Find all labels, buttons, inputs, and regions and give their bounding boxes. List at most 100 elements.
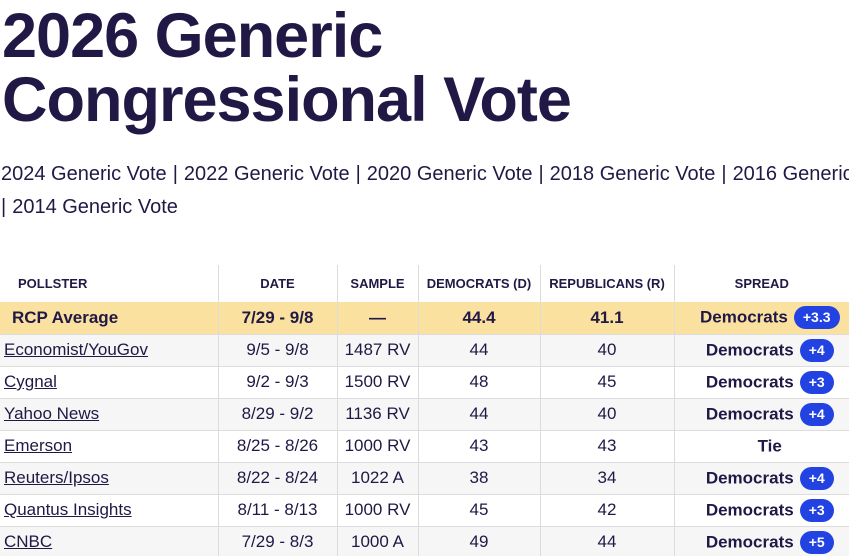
democrats-value: 48 xyxy=(418,366,541,399)
republicans-value: 34 xyxy=(540,462,675,495)
pollster-link[interactable]: Emerson xyxy=(4,436,73,455)
col-header-democrats: DEMOCRATS (D) xyxy=(418,265,541,302)
table-row: Yahoo News 8/29 - 9/2 1136 RV 44 40 Demo… xyxy=(0,398,849,431)
spread-cell: Democrats +4 xyxy=(674,462,849,495)
democrats-value: 38 xyxy=(418,462,541,495)
spread-label: Democrats xyxy=(705,340,794,359)
spread-label: Democrats xyxy=(705,468,794,487)
link-2014-generic-vote[interactable]: 2014 Generic Vote xyxy=(12,196,178,218)
spread-label: Tie xyxy=(757,436,782,456)
pollster-link[interactable]: Yahoo News xyxy=(4,404,100,423)
pollster-cell: CNBC xyxy=(0,526,219,556)
year-links-line1: 2024 Generic Vote | 2022 Generic Vote | 2020… xyxy=(1,158,849,191)
table-row: Quantus Insights 8/11 - 8/13 1000 RV 45 … xyxy=(0,494,849,527)
democrats-value: 45 xyxy=(418,494,541,527)
poll-date: 9/2 - 9/3 xyxy=(218,366,338,399)
spread-badge: +4 xyxy=(799,338,834,362)
spread-badge: +5 xyxy=(799,530,834,554)
poll-date: 9/5 - 9/8 xyxy=(218,334,338,367)
poll-date: 7/29 - 8/3 xyxy=(218,526,338,556)
page-title: 2026 Generic Congressional Vote xyxy=(2,4,849,132)
spread-cell: Tie xyxy=(674,430,849,463)
spread-badge: +4 xyxy=(799,466,834,490)
pollster-link[interactable]: Economist/YouGov xyxy=(4,340,148,359)
pollster-cell: Quantus Insights xyxy=(0,494,219,527)
pollster-cell: Emerson xyxy=(0,430,219,463)
pollster-name: RCP Average xyxy=(0,302,219,335)
spread-cell: Democrats +4 xyxy=(674,334,849,367)
pollster-cell: Economist/YouGov xyxy=(0,334,219,367)
poll-sample: 1000 A xyxy=(337,526,419,556)
democrats-value: 49 xyxy=(418,526,541,556)
separator: | xyxy=(538,163,544,185)
spread-cell: Democrats +3 xyxy=(674,494,849,527)
col-header-pollster: POLLSTER xyxy=(0,265,219,302)
table-row: CNBC 7/29 - 8/3 1000 A 49 44 Democrats +5 xyxy=(0,526,849,556)
table-row: Cygnal 9/2 - 9/3 1500 RV 48 45 Democrats… xyxy=(0,366,849,399)
col-header-date: DATE xyxy=(218,265,338,302)
separator: | xyxy=(1,196,7,218)
poll-sample: 1000 RV xyxy=(337,430,419,463)
link-2022-generic-vote[interactable]: 2022 Generic Vote xyxy=(183,163,350,185)
year-links-nav: 2024 Generic Vote | 2022 Generic Vote | 2020… xyxy=(1,158,849,224)
republicans-value: 45 xyxy=(540,366,675,399)
poll-date: 8/11 - 8/13 xyxy=(218,494,338,527)
spread-cell: Democrats +3 xyxy=(674,366,849,399)
table-row: Emerson 8/25 - 8/26 1000 RV 43 43 Tie xyxy=(0,430,849,463)
republicans-value: 44 xyxy=(540,526,675,556)
link-2020-generic-vote[interactable]: 2020 Generic Vote xyxy=(366,163,533,185)
spread-label: Democrats xyxy=(705,404,794,423)
pollster-link[interactable]: Reuters/Ipsos xyxy=(4,468,109,487)
year-links-line2: | 2014 Generic Vote xyxy=(1,191,849,224)
democrats-value: 44 xyxy=(418,398,541,431)
democrats-value: 43 xyxy=(418,430,541,463)
spread-label: Democrats xyxy=(705,532,794,551)
republicans-value: 40 xyxy=(540,398,675,431)
spread-label: Democrats xyxy=(699,307,788,327)
poll-sample: 1022 A xyxy=(337,462,419,495)
table-header-row: POLLSTER DATE SAMPLE DEMOCRATS (D) REPUB… xyxy=(0,265,849,302)
polls-table: POLLSTER DATE SAMPLE DEMOCRATS (D) REPUB… xyxy=(0,265,849,556)
pollster-cell: Yahoo News xyxy=(0,398,219,431)
pollster-link[interactable]: CNBC xyxy=(4,532,53,551)
pollster-link[interactable]: Quantus Insights xyxy=(4,500,132,519)
poll-sample: 1000 RV xyxy=(337,494,419,527)
rcp-average-row: RCP Average 7/29 - 9/8 — 44.4 41.1 Democ… xyxy=(0,302,849,335)
poll-sample: 1487 RV xyxy=(337,334,419,367)
page-title-line2: Congressional Vote xyxy=(2,65,572,135)
spread-label: Democrats xyxy=(705,500,794,519)
republicans-value: 43 xyxy=(540,430,675,463)
poll-date: 8/25 - 8/26 xyxy=(218,430,338,463)
table-row: Economist/YouGov 9/5 - 9/8 1487 RV 44 40… xyxy=(0,334,849,367)
republicans-value: 42 xyxy=(540,494,675,527)
poll-sample: — xyxy=(337,302,419,335)
pollster-cell: Reuters/Ipsos xyxy=(0,462,219,495)
democrats-value: 44.4 xyxy=(418,302,541,335)
spread-cell: Democrats +3.3 xyxy=(674,302,849,335)
poll-sample: 1136 RV xyxy=(337,398,419,431)
republicans-value: 41.1 xyxy=(540,302,675,335)
col-header-republicans: REPUBLICANS (R) xyxy=(540,265,675,302)
pollster-link[interactable]: Cygnal xyxy=(4,372,57,391)
separator: | xyxy=(721,163,727,185)
poll-sample: 1500 RV xyxy=(337,366,419,399)
table-row: Reuters/Ipsos 8/22 - 8/24 1022 A 38 34 D… xyxy=(0,462,849,495)
separator: | xyxy=(355,163,361,185)
spread-badge: +3.3 xyxy=(793,306,840,330)
pollster-cell: Cygnal xyxy=(0,366,219,399)
col-header-spread: SPREAD xyxy=(734,276,789,291)
spread-badge: +3 xyxy=(799,370,834,394)
page-title-line1: 2026 Generic xyxy=(2,1,383,71)
spread-badge: +3 xyxy=(799,498,834,522)
spread-cell: Democrats +5 xyxy=(674,526,849,556)
spread-cell: Democrats +4 xyxy=(674,398,849,431)
link-2018-generic-vote[interactable]: 2018 Generic Vote xyxy=(549,163,716,185)
poll-date: 8/29 - 9/2 xyxy=(218,398,338,431)
separator: | xyxy=(172,163,178,185)
col-header-sample: SAMPLE xyxy=(337,265,419,302)
poll-date: 7/29 - 9/8 xyxy=(218,302,338,335)
republicans-value: 40 xyxy=(540,334,675,367)
poll-date: 8/22 - 8/24 xyxy=(218,462,338,495)
link-2016-generic-vote[interactable]: 2016 Generic Vote xyxy=(732,163,849,185)
link-2024-generic-vote[interactable]: 2024 Generic Vote xyxy=(1,163,167,185)
